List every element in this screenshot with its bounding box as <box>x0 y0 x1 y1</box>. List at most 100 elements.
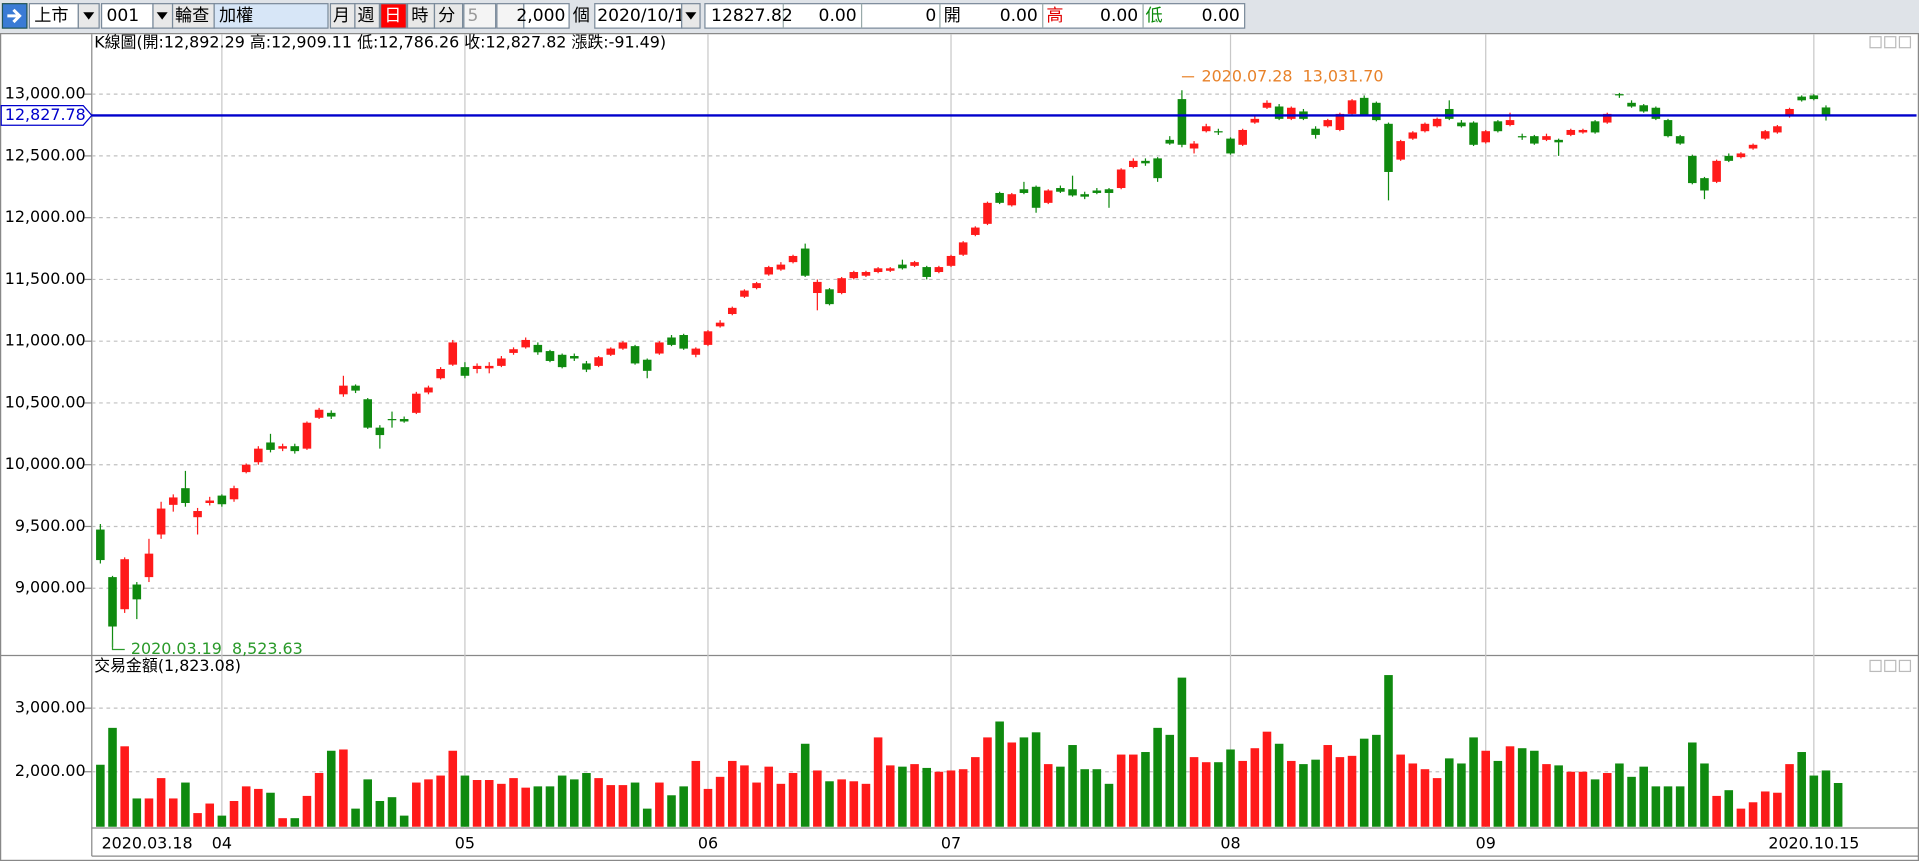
volume-bar <box>1663 786 1673 827</box>
volume-bar <box>703 788 713 827</box>
volume-bar <box>849 781 859 827</box>
volume-bar <box>120 746 129 827</box>
candle-body <box>1627 102 1636 107</box>
candle-body <box>1201 126 1211 132</box>
candle-body <box>885 268 895 271</box>
x-tick-label: 08 <box>1220 833 1240 852</box>
candle-body <box>703 331 713 345</box>
candle-body <box>995 192 1004 203</box>
amount-field[interactable] <box>523 3 570 29</box>
maximize-button[interactable] <box>1884 659 1897 673</box>
volume-bar <box>1675 786 1685 827</box>
code-field[interactable] <box>100 3 154 29</box>
volume-bar <box>1007 742 1017 827</box>
candle-body <box>1821 107 1831 116</box>
volume-bar <box>1396 754 1405 827</box>
candle-body <box>1760 131 1770 139</box>
candle-body <box>800 248 810 276</box>
volume-bar <box>205 803 215 827</box>
candle-body <box>1651 107 1661 119</box>
candle-body <box>108 577 117 627</box>
period-button[interactable] <box>433 3 464 29</box>
volume-bar <box>1347 755 1357 827</box>
volume-bar <box>1542 764 1551 827</box>
candle-body <box>375 427 385 436</box>
volume-bar <box>1104 783 1114 827</box>
candle-body <box>1639 105 1648 112</box>
volume-bar <box>1141 752 1150 827</box>
period-button[interactable] <box>329 3 356 29</box>
volume-bar <box>1335 757 1345 827</box>
unit: 個 <box>573 6 590 26</box>
candle-body <box>1116 169 1126 189</box>
period: 日 <box>384 6 401 26</box>
candle-body <box>727 307 737 315</box>
volume-bar <box>387 797 397 827</box>
volume-bar <box>1639 766 1648 827</box>
candle-body <box>144 553 154 578</box>
close-button[interactable] <box>1898 659 1912 673</box>
volume-bar <box>570 779 579 827</box>
candle-body <box>302 422 312 449</box>
period-button-active[interactable] <box>380 3 407 29</box>
y-tick-label: 12,000.00 <box>5 207 86 226</box>
candle-body <box>521 339 530 348</box>
minimize-button[interactable] <box>1869 36 1882 49</box>
volume-bar <box>193 813 202 827</box>
volume-bar <box>1736 808 1746 827</box>
volume-bar <box>971 757 980 827</box>
x-tick-label: 2020.10.15 <box>1768 833 1859 852</box>
volume-bar <box>1748 802 1758 827</box>
candle-body <box>1056 188 1065 192</box>
volume-bar <box>290 818 300 827</box>
candle-body <box>460 367 470 376</box>
volume-bar <box>1250 748 1260 827</box>
labels: 2020.03.18 04 05 06 07 08 09 2020.10.15 9,000.00… <box>0 66 1859 852</box>
volume-bar <box>108 727 117 827</box>
candle-body <box>764 267 774 275</box>
volume-bar <box>168 798 178 827</box>
volume-bar <box>1323 745 1333 827</box>
volume-bar <box>1602 773 1612 827</box>
rotate-button[interactable] <box>171 3 215 29</box>
volume-bar <box>266 792 275 827</box>
volume-bar <box>934 771 944 827</box>
minimize-button[interactable] <box>1869 659 1882 673</box>
volume-bar <box>557 775 567 827</box>
period-button[interactable] <box>406 3 436 29</box>
candle-body <box>922 267 931 277</box>
volume-bar <box>1287 760 1296 827</box>
volume-bar <box>1627 776 1636 827</box>
volume-bar <box>1688 742 1697 827</box>
period-button[interactable] <box>354 3 381 29</box>
volume-bar <box>1712 795 1721 827</box>
y-tick-label: 9,500.00 <box>15 516 86 535</box>
amount: 2,000 <box>516 6 565 26</box>
candle-body <box>278 446 287 449</box>
candle-body <box>813 281 822 294</box>
volume-bar <box>898 766 907 827</box>
volume-bar <box>278 818 287 827</box>
volume-bar <box>241 786 251 827</box>
close-button[interactable] <box>1898 36 1912 49</box>
candle-body <box>314 409 324 418</box>
low-annotation: 2020.03.19 8,523.63 <box>131 639 303 658</box>
candle-body <box>1663 120 1673 137</box>
chart-title: 交易金額(1,823.08) <box>94 656 241 675</box>
count-field[interactable] <box>463 3 497 29</box>
maximize-button[interactable] <box>1884 36 1897 49</box>
candle-body <box>1274 106 1284 119</box>
candle-body <box>1287 107 1296 119</box>
volume-bar <box>521 787 530 827</box>
quote-bar <box>704 3 1246 29</box>
date-field[interactable] <box>594 3 683 29</box>
volume-bar <box>1299 764 1308 827</box>
candle-body <box>448 342 458 365</box>
candle-body <box>1238 129 1247 145</box>
open-label: 開 <box>944 6 961 26</box>
volume-bar <box>448 750 458 827</box>
volume-bar <box>691 760 701 827</box>
candle-body <box>776 264 786 270</box>
candle-body <box>436 368 445 379</box>
